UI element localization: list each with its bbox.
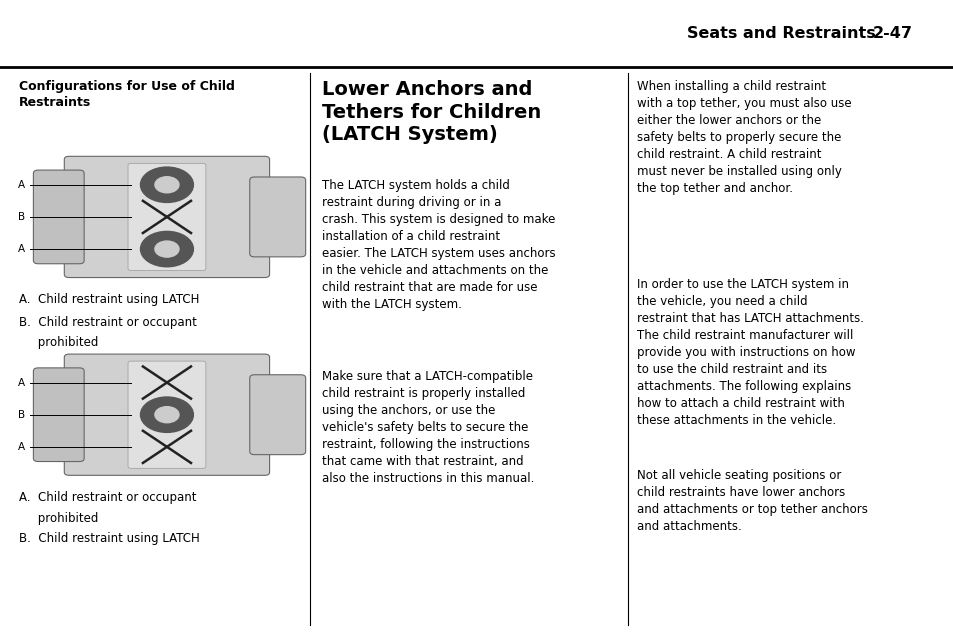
Text: A.  Child restraint or occupant: A. Child restraint or occupant: [19, 491, 196, 504]
Text: When installing a child restraint
with a top tether, you must also use
either th: When installing a child restraint with a…: [637, 80, 851, 195]
FancyBboxPatch shape: [64, 156, 270, 278]
Circle shape: [154, 241, 179, 257]
Text: Make sure that a LATCH-compatible
child restraint is properly installed
using th: Make sure that a LATCH-compatible child …: [322, 370, 535, 485]
Text: prohibited: prohibited: [19, 336, 98, 349]
Text: Not all vehicle seating positions or
child restraints have lower anchors
and att: Not all vehicle seating positions or chi…: [637, 469, 867, 533]
Text: prohibited: prohibited: [19, 512, 98, 524]
FancyBboxPatch shape: [128, 361, 206, 468]
Text: A.  Child restraint using LATCH: A. Child restraint using LATCH: [19, 293, 199, 306]
Text: Configurations for Use of Child
Restraints: Configurations for Use of Child Restrain…: [19, 80, 234, 109]
FancyBboxPatch shape: [250, 375, 305, 455]
Text: A: A: [18, 378, 25, 387]
Text: In order to use the LATCH system in
the vehicle, you need a child
restraint that: In order to use the LATCH system in the …: [637, 278, 863, 427]
Text: A: A: [18, 244, 25, 254]
Text: The LATCH system holds a child
restraint during driving or in a
crash. This syst: The LATCH system holds a child restraint…: [322, 179, 556, 311]
FancyBboxPatch shape: [64, 354, 270, 475]
Text: B: B: [18, 410, 25, 420]
Circle shape: [154, 406, 179, 423]
FancyBboxPatch shape: [128, 163, 206, 271]
FancyBboxPatch shape: [33, 368, 84, 461]
Circle shape: [140, 167, 193, 202]
Text: B.  Child restraint or occupant: B. Child restraint or occupant: [19, 316, 196, 329]
Text: A: A: [18, 442, 25, 452]
Text: 2-47: 2-47: [872, 26, 912, 41]
Text: B.  Child restraint using LATCH: B. Child restraint using LATCH: [19, 532, 199, 545]
Circle shape: [140, 397, 193, 433]
Circle shape: [154, 177, 179, 193]
FancyBboxPatch shape: [250, 177, 305, 257]
Text: A: A: [18, 180, 25, 189]
Text: B: B: [18, 212, 25, 222]
Text: Lower Anchors and
Tethers for Children
(LATCH System): Lower Anchors and Tethers for Children (…: [322, 80, 541, 144]
Circle shape: [140, 232, 193, 267]
Text: Seats and Restraints: Seats and Restraints: [686, 26, 875, 41]
FancyBboxPatch shape: [33, 170, 84, 263]
